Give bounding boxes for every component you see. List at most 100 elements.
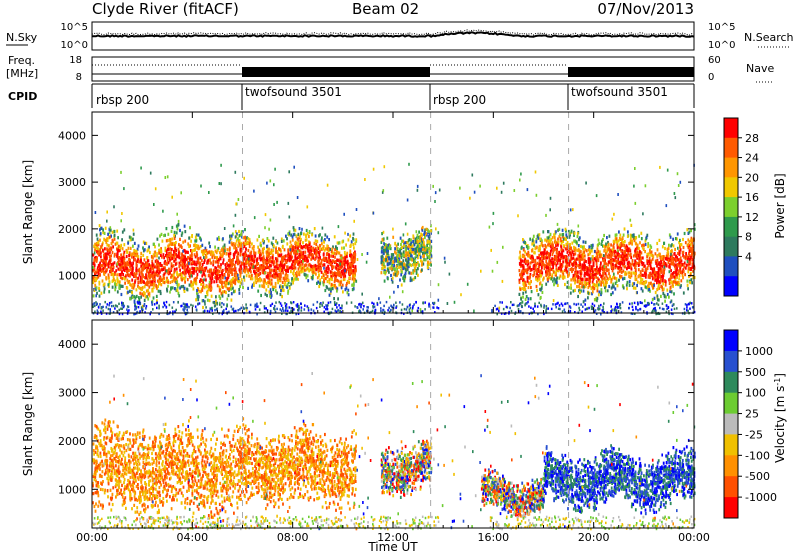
data-cell [569,291,572,295]
data-cell [209,245,211,249]
noise-sky-series [92,31,695,38]
data-cell [641,262,644,267]
data-cell [626,254,629,258]
data-cell [399,249,402,253]
data-cell [96,268,99,272]
data-cell [350,268,353,273]
data-cell [322,257,325,261]
data-cell [429,260,432,265]
frequency-panel: Freq. [MHz] 18 8 60 0 Nave [6,54,774,83]
data-cell [248,255,251,259]
noise-right-tick-high: 10^5 [708,22,735,33]
data-cell [662,291,665,296]
data-cell [654,252,657,256]
data-cell [261,271,264,275]
data-cell [300,232,302,236]
data-cell [410,245,412,249]
data-cell [626,261,629,265]
data-cell [595,296,598,300]
data-cell [546,236,549,240]
data-cell [560,269,562,273]
data-cell [147,288,150,292]
data-cell [289,266,291,270]
data-cell [622,241,625,245]
data-cell [148,291,151,295]
data-cell [337,241,340,245]
data-cell [557,268,560,272]
noise-right-tick-low: 10^0 [708,40,735,51]
data-cell [657,298,660,302]
data-cell [104,238,107,242]
data-cell [220,291,223,295]
data-cell [230,287,232,291]
data-cell [189,244,191,248]
data-cell [140,280,143,284]
data-cell [598,278,600,282]
data-cell [607,242,610,246]
data-cell [326,235,329,239]
data-cell [205,266,208,270]
data-cell [428,240,431,244]
data-cell [681,251,684,255]
data-cell [174,247,177,251]
data-cell [387,249,389,253]
data-cell [219,273,221,278]
data-cell [623,227,626,231]
data-cell [678,241,680,245]
data-cell [117,236,119,240]
data-cell [650,281,652,285]
data-cell [679,261,681,265]
data-cell [128,253,130,258]
data-cell [170,251,172,255]
data-cell [672,262,675,266]
data-cell [161,255,163,259]
data-cell [281,266,284,270]
data-cell [430,254,433,258]
data-cell [191,253,193,258]
data-cell [164,259,167,264]
data-cell [153,274,156,278]
data-cell [654,259,657,263]
data-cell [610,286,613,290]
data-cell [539,274,542,278]
data-cell [232,259,234,263]
data-cell [107,276,110,280]
data-cell [184,275,187,279]
data-cell [391,256,394,260]
data-cell [631,262,634,266]
data-cell [215,251,218,255]
data-cell [663,255,666,259]
data-cell [426,246,429,250]
data-cell [661,279,664,283]
data-cell [421,228,424,232]
data-cell [670,250,673,254]
data-cell [589,269,591,273]
data-cell [414,276,417,280]
data-cell [283,248,286,252]
data-cell [210,285,213,289]
data-cell [260,265,262,269]
data-cell [202,285,204,289]
data-cell [207,259,209,263]
data-cell [98,294,101,298]
data-cell [552,248,555,253]
data-cell [611,291,614,295]
data-cell [160,253,162,257]
data-cell [132,256,135,260]
data-cell [426,253,429,257]
data-cell [315,254,318,258]
data-cell [218,269,221,273]
data-cell [200,258,203,263]
data-cell [393,259,396,264]
data-cell [197,295,200,299]
data-cell [291,277,293,281]
data-cell [195,251,198,255]
data-cell [660,275,663,279]
data-cell [294,250,297,254]
data-cell [605,244,608,248]
data-cell [327,270,329,274]
data-cell [397,254,399,259]
data-cell [677,252,679,256]
data-cell [99,238,101,242]
data-cell [155,258,158,262]
